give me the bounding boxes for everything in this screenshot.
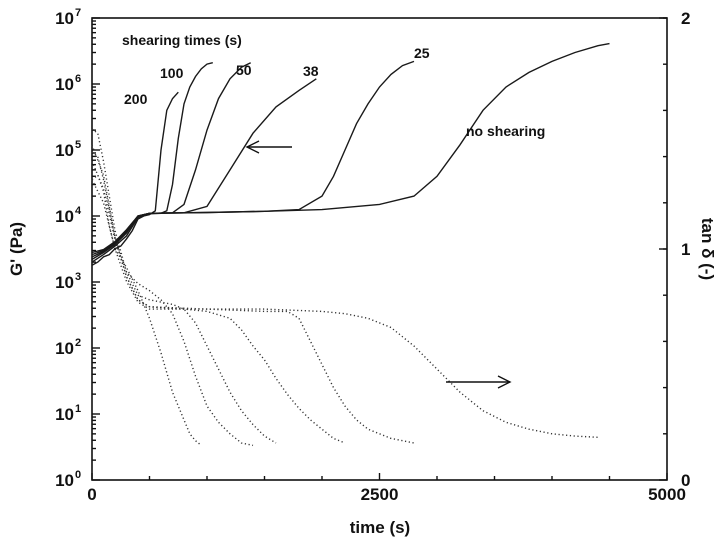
label-50: 50 bbox=[236, 62, 252, 78]
y-left-tick-label: 10 bbox=[55, 75, 74, 94]
y-left-tick-exponent: 7 bbox=[75, 7, 81, 19]
y-right-tick-label: 1 bbox=[681, 240, 690, 259]
label-no-shearing: no shearing bbox=[466, 123, 545, 139]
tan-delta-line bbox=[91, 179, 599, 438]
y-left-tick-label: 10 bbox=[55, 471, 74, 490]
tan-delta-line bbox=[91, 160, 415, 444]
y-left-tick-exponent: 0 bbox=[75, 469, 81, 481]
g-prime-line bbox=[91, 91, 179, 266]
tan-delta-line bbox=[91, 173, 202, 446]
y-left-tick-label: 10 bbox=[55, 141, 74, 160]
x-axis: 0 2500 5000 bbox=[87, 473, 686, 504]
left-arrow bbox=[245, 140, 292, 154]
x-tick-label: 5000 bbox=[648, 485, 686, 504]
tan-delta-line bbox=[91, 128, 277, 444]
label-38: 38 bbox=[303, 63, 319, 79]
y-left-tick-label: 10 bbox=[55, 273, 74, 292]
y-left-tick-label: 10 bbox=[55, 207, 74, 226]
y-left-tick-exponent: 1 bbox=[75, 403, 81, 415]
label-25: 25 bbox=[414, 45, 430, 61]
y-axis-right: 0 1 2 bbox=[659, 9, 690, 490]
legend-title: shearing times (s) bbox=[122, 32, 242, 48]
y-left-tick-label: 10 bbox=[55, 9, 74, 28]
tan-delta-line bbox=[91, 144, 346, 444]
y-left-tick-exponent: 5 bbox=[75, 139, 81, 151]
right-arrow bbox=[446, 375, 512, 389]
x-tick-label: 0 bbox=[87, 485, 96, 504]
x-tick-label: 2500 bbox=[361, 485, 399, 504]
g-prime-line bbox=[91, 42, 610, 254]
y-left-tick-label: 10 bbox=[55, 339, 74, 358]
y-right-tick-label: 2 bbox=[681, 9, 690, 28]
x-axis-title: time (s) bbox=[350, 518, 410, 537]
g-prime-lines bbox=[91, 42, 610, 266]
tan-delta-line bbox=[91, 151, 254, 447]
y-left-tick-exponent: 3 bbox=[75, 271, 81, 283]
y-left-tick-exponent: 6 bbox=[75, 73, 81, 85]
y-left-tick-exponent: 4 bbox=[75, 205, 82, 217]
y-axis-right-title: tan δ (-) bbox=[698, 218, 717, 280]
g-prime-line bbox=[91, 62, 213, 263]
y-left-tick-exponent: 2 bbox=[75, 337, 81, 349]
label-100: 100 bbox=[160, 65, 184, 81]
g-prime-line bbox=[91, 62, 252, 261]
y-left-tick-label: 10 bbox=[55, 405, 74, 424]
y-right-tick-label: 0 bbox=[681, 471, 690, 490]
label-200: 200 bbox=[124, 91, 148, 107]
tan-delta-lines bbox=[91, 128, 599, 447]
y-axis-left-title: G' (Pa) bbox=[7, 222, 26, 276]
